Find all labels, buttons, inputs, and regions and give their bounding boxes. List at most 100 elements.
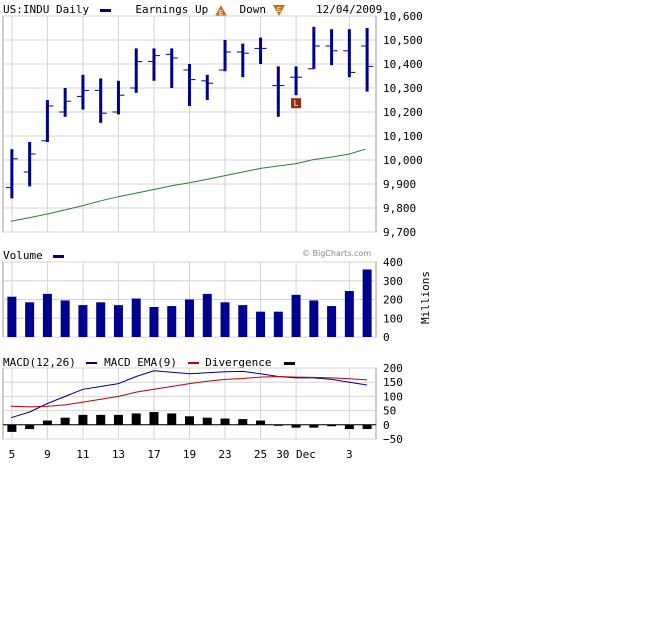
ohlc-bar xyxy=(5,149,18,199)
x-tick-label: 11 xyxy=(76,448,89,461)
price-chart: 9,700 9,800 9,900 10,000 10,100 10,200 10,300 1… xyxy=(2,10,423,239)
histogram-bar xyxy=(78,414,88,425)
macd-series-line xyxy=(10,375,368,408)
x-tick-label: 25 xyxy=(254,448,267,461)
histogram-bar xyxy=(149,412,159,425)
price-y-tick-label: 10,400 xyxy=(383,58,423,71)
price-y-tick-label: 10,200 xyxy=(383,106,423,119)
ohlc-bar xyxy=(41,100,54,142)
earnings-up-label: Earnings Up xyxy=(135,3,209,16)
ohlc-bar xyxy=(343,29,356,78)
ohlc-bar xyxy=(165,48,178,88)
histogram-bar xyxy=(256,420,266,425)
ohlc-bar xyxy=(94,78,107,123)
divergence-swatch xyxy=(187,362,199,364)
volume-swatch xyxy=(53,254,65,258)
histogram-bar xyxy=(238,419,248,425)
ohlc-bar xyxy=(307,26,320,70)
ohlc-bar xyxy=(76,74,89,110)
volume-bar xyxy=(60,300,70,337)
down-label: Down xyxy=(239,3,266,16)
ohlc-bar xyxy=(254,37,267,64)
macd-label: MACD(12,26) xyxy=(3,356,76,369)
macd-y-tick-label: 150 xyxy=(383,376,403,389)
price-y-tick-label: 10,000 xyxy=(383,154,423,167)
volume-units-label: Millions xyxy=(419,271,433,326)
histogram-bar xyxy=(202,417,212,425)
price-bar-swatch xyxy=(99,8,111,12)
volume-bar xyxy=(291,294,301,337)
histogram-bar xyxy=(309,424,319,428)
chart-date: 12/04/2009 xyxy=(316,3,383,16)
volume-bar xyxy=(113,305,123,337)
volume-bar xyxy=(167,306,177,337)
volume-y-tick-label: 400 xyxy=(383,258,403,269)
price-legend: US:INDU Daily Earnings Up E Down E xyxy=(3,3,285,16)
ohlc-bar xyxy=(147,48,160,81)
histogram-bar xyxy=(60,417,70,425)
volume-chart: 0 100 200 300 400 xyxy=(2,258,403,344)
ohlc-bar xyxy=(361,28,374,92)
macd-y-tick-label: −50 xyxy=(383,433,403,446)
bigcharts-watermark: © BigCharts.com xyxy=(302,249,372,258)
x-tick-label: 3 xyxy=(346,448,353,461)
volume-bar xyxy=(327,306,337,337)
symbol-label: US:INDU Daily xyxy=(3,3,90,16)
ohlc-bar xyxy=(130,48,143,93)
ohlc-bar xyxy=(201,74,214,100)
earnings-up-glyph: E xyxy=(219,9,223,16)
volume-bar xyxy=(362,269,372,337)
ohlc-bar xyxy=(59,88,72,117)
volume-bar xyxy=(273,311,283,337)
histogram-bar xyxy=(113,414,123,425)
volume-legend: Volume xyxy=(3,249,65,262)
x-tick-label: 19 xyxy=(183,448,196,461)
volume-bar xyxy=(25,302,35,337)
volume-label: Volume xyxy=(3,249,43,262)
ohlc-bar xyxy=(325,29,338,66)
earnings-down-icon: E xyxy=(272,4,285,16)
x-tick-label: 30 Dec xyxy=(276,448,316,461)
histogram-swatch xyxy=(284,361,296,365)
histogram-bar xyxy=(25,424,35,430)
volume-bar xyxy=(131,298,141,337)
histogram-bar xyxy=(131,413,141,425)
volume-bar xyxy=(256,311,266,337)
price-y-tick-label: 10,100 xyxy=(383,130,423,143)
ohlc-bar xyxy=(236,43,249,78)
x-tick-label: 9 xyxy=(44,448,51,461)
macd-y-tick-label: 100 xyxy=(383,390,403,403)
histogram-bar xyxy=(42,420,52,425)
volume-y-tick-label: 100 xyxy=(383,312,403,325)
earnings-up-icon: E xyxy=(214,4,227,16)
histogram-bar xyxy=(96,414,106,425)
histogram-bar xyxy=(7,424,17,432)
ohlc-bar xyxy=(183,64,196,106)
down-glyph: E xyxy=(276,6,280,14)
x-tick-label: 17 xyxy=(147,448,160,461)
histogram-bar xyxy=(291,424,301,428)
histogram-bar xyxy=(185,416,194,425)
price-y-tick-label: 9,900 xyxy=(383,178,416,191)
volume-bar xyxy=(220,302,230,337)
volume-bar xyxy=(149,307,159,337)
x-tick-label: 13 xyxy=(112,448,125,461)
volume-y-tick-label: 300 xyxy=(383,275,403,288)
volume-bar xyxy=(309,300,319,337)
event-marker-glyph: L xyxy=(294,99,299,108)
histogram-bar xyxy=(344,424,354,430)
ohlc-bar xyxy=(112,80,125,115)
price-y-tick-label: 9,800 xyxy=(383,202,416,215)
event-marker xyxy=(291,98,302,109)
ohlc-bar xyxy=(219,40,232,72)
histogram-bar xyxy=(220,418,230,425)
x-tick-label: 23 xyxy=(218,448,231,461)
macd-y-tick-label: 200 xyxy=(383,364,403,375)
volume-bar xyxy=(202,293,212,337)
histogram-bar xyxy=(327,424,337,427)
volume-bar xyxy=(238,305,248,337)
volume-bar xyxy=(344,291,354,337)
ohlc-bar xyxy=(272,66,285,117)
volume-bar xyxy=(78,305,88,337)
